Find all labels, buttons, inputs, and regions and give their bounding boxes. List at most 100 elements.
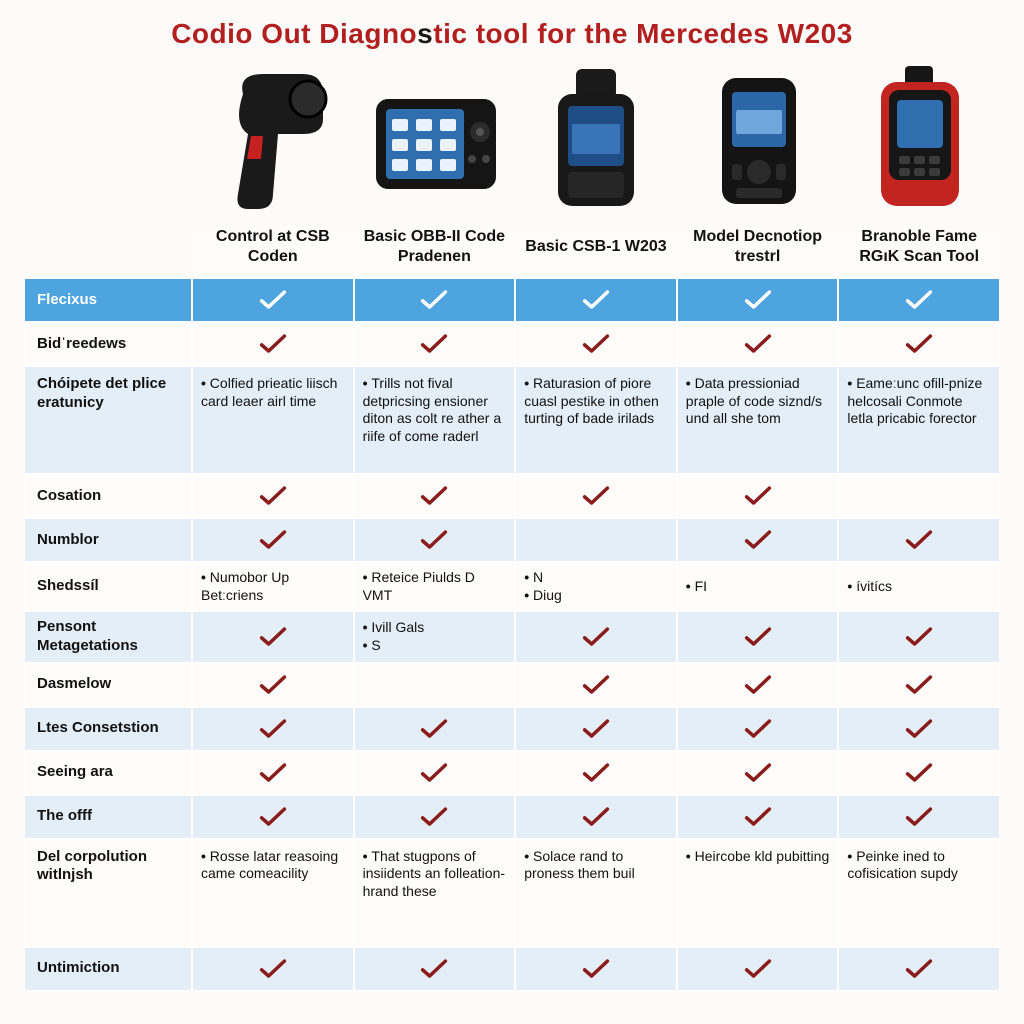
feature-cell [677, 518, 839, 562]
obd-handheld-icon [526, 64, 666, 220]
bullet-item: Raturasion of piore cuasl pestike in oth… [524, 375, 668, 428]
feature-cell: Solace rand to proness them buil [515, 839, 677, 947]
feature-cell: Eameːunc ofill-pnize helcosali Conmote l… [838, 366, 1000, 474]
check-icon [201, 714, 345, 744]
check-icon [363, 329, 507, 359]
feature-cell: Heircobe kld pubitting [677, 839, 839, 947]
bullet-item: Rosse latar reasoing came comeacility [201, 848, 345, 883]
feature-cell: Colfied prieatic liisch card leaer airl … [192, 366, 354, 474]
check-icon [686, 525, 830, 555]
page-title: Codio Out Diagnostic tool for the Merced… [24, 18, 1000, 50]
feature-cell [838, 947, 1000, 991]
bullet-list: Numobor Up Betːcriens [201, 569, 345, 604]
feature-cell [838, 707, 1000, 751]
row-header: The offf [24, 795, 192, 839]
check-icon [524, 618, 668, 656]
column-header-5: Branoble Fame RGıK Scan Tool [838, 226, 1000, 278]
feature-cell [192, 707, 354, 751]
bullet-item: S [363, 637, 425, 655]
feature-cell [354, 795, 516, 839]
feature-cell [515, 947, 677, 991]
bullet-item: Eameːunc ofill-pnize helcosali Conmote l… [847, 375, 991, 428]
check-icon [847, 758, 991, 788]
check-icon [201, 285, 345, 315]
feature-cell [677, 278, 839, 322]
row-header: Numblor [24, 518, 192, 562]
feature-cell [192, 611, 354, 663]
feature-cell [192, 518, 354, 562]
bullet-list: Peinke ined to cofisication supdy [847, 848, 991, 883]
check-icon [847, 285, 991, 315]
feature-cell: Raturasion of piore cuasl pestike in oth… [515, 366, 677, 474]
bullet-list: Solace rand to proness them buil [524, 848, 668, 883]
check-icon [201, 954, 345, 984]
feature-cell [354, 278, 516, 322]
row-header: Seeing ara [24, 751, 192, 795]
check-icon [201, 618, 345, 656]
feature-cell [677, 707, 839, 751]
bullet-item: Numobor Up Betːcriens [201, 569, 345, 604]
feature-cell [354, 474, 516, 518]
feature-cell [838, 751, 1000, 795]
bullet-list: Eameːunc ofill-pnize helcosali Conmote l… [847, 375, 991, 428]
check-icon [524, 802, 668, 832]
check-icon [201, 525, 345, 555]
row-header: Flecixus [24, 278, 192, 322]
feature-cell: ívitícs [838, 562, 1000, 611]
bullet-item: ívitícs [847, 578, 892, 596]
check-icon [363, 802, 507, 832]
feature-cell [515, 322, 677, 366]
bullet-item: FI [686, 578, 707, 596]
row-header: Shedssíl [24, 562, 192, 611]
row-header: Del corpolution witlnjsh [24, 839, 192, 947]
bullet-item: That stugpons of insiidents an folleatio… [363, 848, 507, 901]
check-icon [524, 329, 668, 359]
check-icon [201, 802, 345, 832]
feature-cell [515, 663, 677, 707]
bullet-list: Reteice Piulds D VMT [363, 569, 507, 604]
bullet-item: Data pressioniad praple of code siznd/s … [686, 375, 830, 428]
feature-cell [192, 751, 354, 795]
check-icon [201, 481, 345, 511]
spacer [24, 226, 192, 278]
bullet-list: FI [686, 578, 707, 596]
feature-cell [838, 795, 1000, 839]
bullet-list: ívitícs [847, 578, 892, 596]
check-icon [847, 802, 991, 832]
feature-cell: Reteice Piulds D VMT [354, 562, 516, 611]
row-header: Bidˈreedews [24, 322, 192, 366]
feature-cell [515, 278, 677, 322]
spacer [24, 64, 192, 226]
feature-cell [838, 474, 1000, 518]
check-icon [363, 285, 507, 315]
row-header: Ltes Consetstion [24, 707, 192, 751]
row-header: Untimiction [24, 947, 192, 991]
bullet-item: Heircobe kld pubitting [686, 848, 829, 866]
check-icon [524, 714, 668, 744]
check-icon [363, 954, 507, 984]
feature-cell [192, 278, 354, 322]
bullet-list: NDiug [524, 569, 562, 604]
check-icon [201, 329, 345, 359]
comparison-page: Codio Out Diagnostic tool for the Merced… [0, 0, 1024, 991]
feature-cell [677, 947, 839, 991]
feature-cell: Numobor Up Betːcriens [192, 562, 354, 611]
bullet-item: Reteice Piulds D VMT [363, 569, 507, 604]
scan-gun-icon [203, 64, 343, 220]
bullet-item: Peinke ined to cofisication supdy [847, 848, 991, 883]
comparison-grid: Control at CSB CodenBasic OBB-II Code Pr… [24, 64, 1000, 991]
check-icon [686, 329, 830, 359]
feature-cell [677, 751, 839, 795]
feature-cell [354, 751, 516, 795]
red-scan-tool-icon [849, 64, 989, 220]
column-header-2: Basic OBB-II Code Pradenen [354, 226, 516, 278]
feature-cell [192, 322, 354, 366]
product-image-5 [838, 64, 1000, 226]
feature-cell [677, 795, 839, 839]
feature-cell [515, 707, 677, 751]
bullet-item: Colfied prieatic liisch card leaer airl … [201, 375, 345, 410]
feature-cell: FI [677, 562, 839, 611]
product-image-3 [515, 64, 677, 226]
bullet-list: That stugpons of insiidents an folleatio… [363, 848, 507, 901]
product-image-2 [354, 64, 516, 226]
